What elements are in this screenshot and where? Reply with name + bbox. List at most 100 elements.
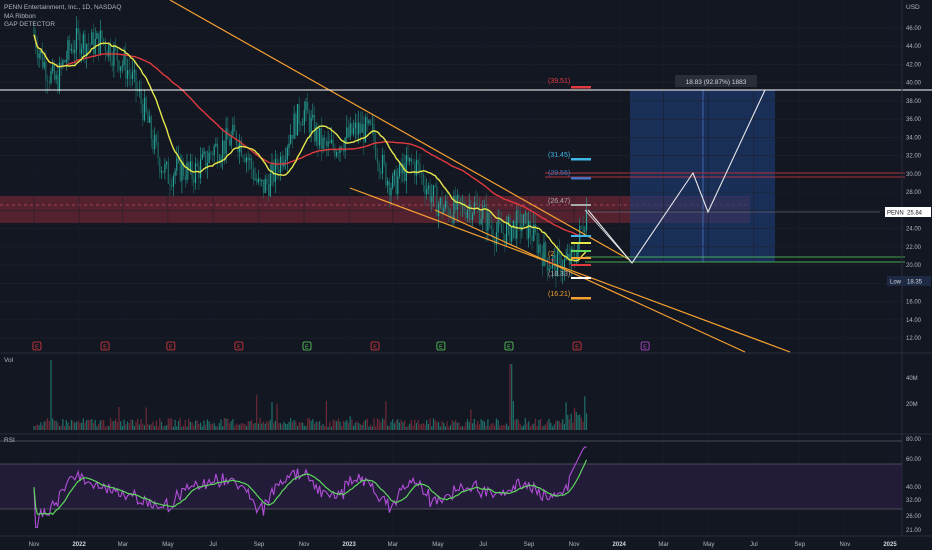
candle-body [240, 140, 242, 157]
volume-bar [526, 423, 528, 430]
candle-body [427, 185, 429, 189]
measure-label-box [675, 75, 757, 87]
candle-body [349, 123, 351, 137]
volume-bar [483, 421, 486, 430]
earnings-marker-letter: E [35, 345, 39, 351]
measure-label: 18.83 (92.87%) 1883 [686, 79, 747, 86]
candle-body [575, 260, 577, 263]
rsi-tick-26: 26.00 [906, 514, 922, 520]
volume-bar [276, 403, 278, 430]
candle-body [268, 183, 270, 197]
candle-body [113, 46, 115, 66]
candle-body [291, 134, 293, 139]
volume-bar [455, 420, 457, 430]
candle-body [570, 248, 572, 265]
volume-bar [251, 419, 253, 430]
candle-body [397, 176, 399, 194]
volume-bar [305, 425, 307, 430]
volume-bar [570, 413, 572, 430]
candle-body [155, 134, 157, 143]
low-badge [887, 276, 931, 286]
candle-body [89, 44, 91, 45]
volume-bar [487, 419, 489, 430]
candle-body [140, 90, 142, 105]
candle-body [540, 244, 542, 253]
candle-body [441, 198, 443, 214]
volume-bar [43, 421, 45, 430]
time-axis-ticks[interactable]: Nov 2022 Mar May Jul Sep Nov 2023 Mar May Jul Sep No… [29, 542, 898, 548]
volume-bar [35, 425, 37, 430]
volume-bar [385, 401, 387, 430]
symbol-title: PENN Entertainment, Inc., 1D, NASDAQ [4, 4, 121, 11]
volume-bar [468, 421, 470, 430]
volume-bar [183, 425, 185, 430]
candle-body [74, 50, 76, 53]
candle-body [109, 44, 112, 62]
volume-bar [101, 420, 103, 430]
earnings-marker-letter: E [169, 345, 173, 351]
volume-bar [546, 421, 548, 430]
candle-body [528, 220, 530, 239]
candle-body [548, 268, 550, 271]
volume-bar [164, 425, 166, 430]
volume-bar [298, 422, 300, 430]
candle-body [395, 170, 397, 194]
last-price-badge [885, 207, 931, 217]
candle-body [58, 62, 61, 91]
candle-body [580, 226, 582, 227]
candle-body [492, 229, 494, 240]
volume-bar [575, 412, 577, 430]
volume-bar [580, 417, 582, 430]
candle-body [40, 50, 42, 54]
candle-body [477, 203, 479, 206]
volume-bar [92, 422, 95, 430]
time-tick-label: Nov [840, 542, 851, 548]
candle-body [451, 216, 453, 224]
volume-bar [545, 424, 547, 430]
volume-bar [252, 423, 254, 430]
volume-bar [320, 425, 322, 430]
volume-bar [171, 418, 173, 430]
rsi-tick-60: 60.00 [906, 457, 922, 463]
price-tick-label: 14.00 [906, 318, 922, 324]
candle-body [376, 158, 378, 163]
time-tick-label: Sep [254, 542, 265, 548]
fib-label-39: (39.51) [548, 78, 570, 85]
candle-body [189, 161, 191, 171]
candle-body [444, 200, 446, 209]
volume-bar [465, 422, 467, 430]
candle-body [92, 32, 95, 54]
volume-bar [264, 423, 266, 430]
volume-bar [291, 422, 293, 430]
candle-body [353, 128, 355, 135]
volume-bar [125, 424, 127, 430]
candle-body [346, 127, 348, 139]
candle-body [375, 141, 377, 159]
candle-body [48, 81, 50, 83]
volume-bar [208, 421, 210, 430]
volume-bar [329, 421, 331, 430]
candle-body [264, 178, 266, 193]
volume-bar [415, 422, 418, 430]
volume-bar [313, 423, 316, 430]
earnings-marker-letter: E [305, 345, 309, 351]
fib-marker-22 [571, 242, 591, 244]
candle-body [79, 33, 81, 54]
candle-body [171, 185, 173, 187]
projection-box [630, 90, 775, 262]
candle-body [72, 49, 74, 53]
candle-body [426, 188, 428, 195]
candle-body [193, 178, 195, 184]
volume-bar [108, 425, 110, 430]
indicator-gap-detector: GAP DETECTOR [4, 21, 55, 28]
candle-body [378, 162, 380, 172]
volume-bar [167, 418, 169, 430]
volume-bar [293, 420, 295, 430]
volume-bar [419, 424, 421, 430]
volume-bar [137, 418, 139, 430]
candle-body [337, 152, 339, 154]
candle-body [421, 172, 423, 174]
price-tick-label: 28.00 [906, 190, 922, 196]
candle-body [288, 143, 290, 148]
